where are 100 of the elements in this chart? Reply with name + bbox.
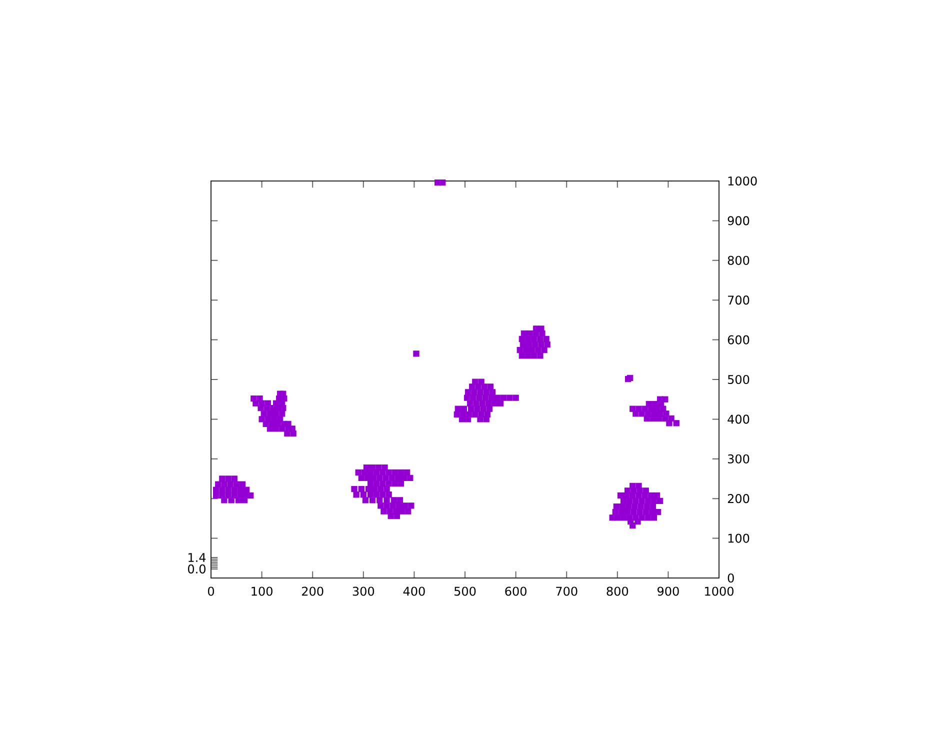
x-tick-label: 700: [556, 586, 578, 596]
y2-tick-label: 700: [728, 296, 750, 305]
point: [355, 469, 362, 476]
point: [483, 389, 490, 396]
point: [386, 480, 392, 487]
point: [638, 498, 645, 504]
x-tick-label: 0: [208, 586, 214, 596]
point: [358, 486, 364, 492]
point: [657, 498, 664, 504]
point: [398, 480, 404, 487]
point: [539, 330, 546, 337]
point: [367, 492, 374, 498]
point: [632, 410, 639, 417]
x-tick-label: 500: [454, 586, 476, 596]
point: [258, 416, 265, 422]
point: [362, 497, 369, 504]
point: [498, 400, 504, 406]
point: [386, 469, 392, 476]
point: [650, 415, 656, 422]
y2-tick-label: 0: [728, 573, 734, 583]
y2-tick-label: 600: [728, 335, 750, 344]
point: [506, 394, 513, 401]
point: [384, 486, 390, 492]
point: [360, 492, 366, 498]
point: [365, 486, 372, 492]
point: [378, 502, 384, 509]
point: [405, 508, 412, 514]
y-tick-label: 1.4: [188, 553, 206, 562]
point: [512, 394, 519, 401]
point: [531, 352, 538, 359]
point: [225, 486, 232, 493]
x-tick-label: 800: [606, 586, 628, 596]
point: [650, 514, 658, 521]
point: [630, 522, 636, 529]
point: [376, 497, 383, 504]
point: [219, 486, 226, 493]
point: [468, 406, 474, 412]
point: [482, 394, 488, 401]
point: [458, 416, 466, 422]
point: [541, 347, 548, 354]
point: [479, 400, 486, 406]
y2-tick-label: 900: [728, 216, 750, 226]
point: [524, 352, 532, 359]
point: [483, 416, 490, 422]
point: [644, 415, 650, 422]
x-tick-label: 300: [352, 586, 374, 596]
point: [374, 492, 380, 498]
point: [440, 180, 446, 186]
point: [227, 481, 234, 488]
point: [477, 416, 484, 422]
point: [454, 411, 460, 418]
point: [228, 497, 234, 504]
y2-tick-label: 400: [728, 414, 750, 424]
point: [537, 352, 544, 359]
point: [237, 486, 244, 493]
y2-tick-label: 1000: [728, 176, 757, 186]
point: [614, 514, 620, 521]
point: [252, 400, 259, 406]
point: [518, 352, 525, 359]
y2-tick-label: 100: [728, 534, 750, 543]
x-tick-label: 900: [658, 586, 679, 596]
point: [642, 492, 648, 498]
point: [644, 514, 651, 521]
point: [400, 474, 408, 482]
point: [544, 341, 550, 348]
point: [634, 518, 641, 525]
point: [284, 430, 290, 437]
point: [358, 474, 364, 482]
x-tick-label: 400: [403, 586, 425, 596]
point: [221, 497, 228, 504]
x-tick-label: 600: [505, 586, 526, 596]
point: [516, 347, 523, 354]
point: [388, 474, 395, 482]
point: [258, 405, 264, 412]
x-tick-label: 100: [252, 586, 272, 596]
point: [260, 410, 267, 417]
point: [474, 406, 480, 412]
point: [290, 430, 296, 437]
point: [638, 410, 645, 417]
point: [500, 394, 507, 401]
point: [235, 497, 242, 504]
point: [398, 508, 406, 514]
y2-tick-label: 300: [728, 454, 750, 464]
point: [662, 396, 668, 402]
point: [279, 410, 286, 417]
y2-tick-label: 500: [728, 374, 750, 384]
point: [620, 514, 627, 521]
point: [353, 492, 360, 498]
point: [243, 486, 250, 493]
point: [460, 406, 468, 412]
point: [486, 406, 492, 412]
point: [266, 426, 274, 432]
point: [369, 497, 376, 504]
point: [407, 474, 414, 482]
point: [386, 492, 392, 498]
y2-tick-label: 800: [728, 256, 750, 265]
point: [390, 502, 396, 509]
point: [467, 400, 474, 406]
point: [380, 508, 387, 514]
y-tick-label: 0.0: [188, 564, 206, 574]
